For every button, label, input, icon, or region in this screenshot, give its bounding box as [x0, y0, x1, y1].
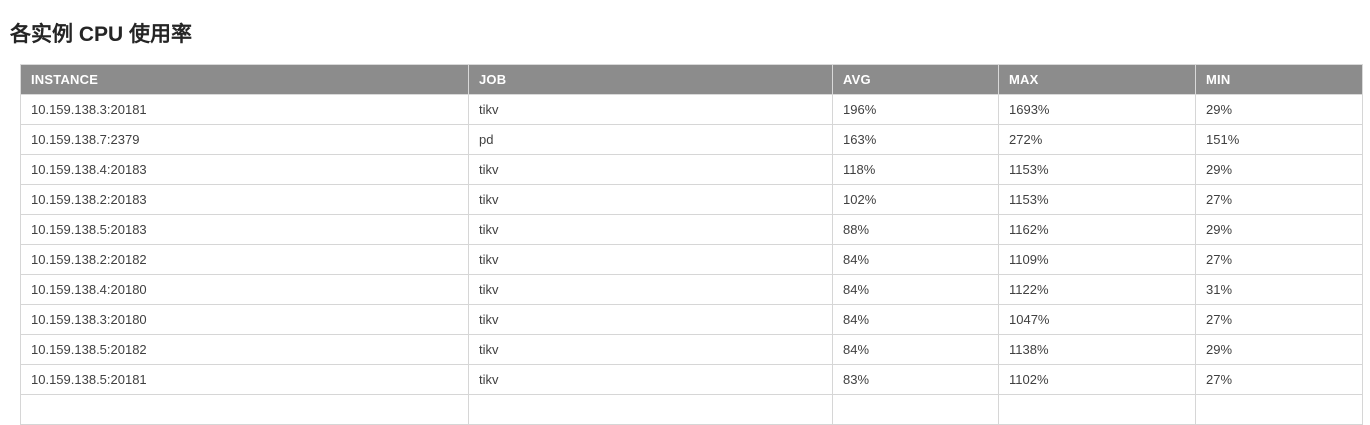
- cell-max: 1153%: [998, 184, 1196, 215]
- cell-avg: 196%: [832, 94, 999, 125]
- cell-instance: 10.159.138.5:20183: [20, 214, 469, 245]
- cell-max: 1162%: [998, 214, 1196, 245]
- cell-instance: 10.159.138.5:20182: [20, 334, 469, 365]
- cell-min: 27%: [1195, 304, 1363, 335]
- cell-min: 29%: [1195, 154, 1363, 185]
- table-header: INSTANCE JOB AVG MAX MIN: [20, 64, 1363, 95]
- table-body: 10.159.138.3:20181 tikv 196% 1693% 29% 10.159…: [20, 94, 1363, 425]
- cell-job: tikv: [468, 244, 833, 275]
- cell-avg: 88%: [832, 214, 999, 245]
- table-row: 10.159.138.3:20181 tikv 196% 1693% 29%: [20, 94, 1363, 125]
- cell-instance: 10.159.138.3:20181: [20, 94, 469, 125]
- cell-job: tikv: [468, 214, 833, 245]
- cell-min: 29%: [1195, 214, 1363, 245]
- cell-instance: 10.159.138.4:20180: [20, 274, 469, 305]
- table-row: 10.159.138.4:20180 tikv 84% 1122% 31%: [20, 274, 1363, 305]
- cell-job: tikv: [468, 304, 833, 335]
- cell-empty: [1195, 394, 1363, 425]
- cell-max: 1102%: [998, 364, 1196, 395]
- cell-job: tikv: [468, 184, 833, 215]
- table-row: 10.159.138.2:20182 tikv 84% 1109% 27%: [20, 244, 1363, 275]
- cell-avg: 83%: [832, 364, 999, 395]
- cell-max: 1153%: [998, 154, 1196, 185]
- cell-empty: [998, 394, 1196, 425]
- column-header-min: MIN: [1195, 64, 1363, 95]
- table-row: 10.159.138.3:20180 tikv 84% 1047% 27%: [20, 304, 1363, 335]
- table-row-clipped: [20, 394, 1363, 425]
- cell-min: 151%: [1195, 124, 1363, 155]
- header-row: INSTANCE JOB AVG MAX MIN: [20, 64, 1363, 95]
- cell-min: 27%: [1195, 364, 1363, 395]
- cell-avg: 84%: [832, 304, 999, 335]
- cell-max: 1693%: [998, 94, 1196, 125]
- column-header-max: MAX: [998, 64, 1196, 95]
- cell-max: 1109%: [998, 244, 1196, 275]
- cell-min: 29%: [1195, 94, 1363, 125]
- cell-min: 31%: [1195, 274, 1363, 305]
- cell-job: pd: [468, 124, 833, 155]
- table-row: 10.159.138.4:20183 tikv 118% 1153% 29%: [20, 154, 1363, 185]
- cell-instance: 10.159.138.3:20180: [20, 304, 469, 335]
- cell-job: tikv: [468, 334, 833, 365]
- table-row: 10.159.138.5:20183 tikv 88% 1162% 29%: [20, 214, 1363, 245]
- report-page: { "page": { "title": "各实例 CPU 使用率" }, "c…: [10, 23, 1363, 425]
- cell-avg: 102%: [832, 184, 999, 215]
- table-row: 10.159.138.5:20181 tikv 83% 1102% 27%: [20, 364, 1363, 395]
- cell-instance: 10.159.138.5:20181: [20, 364, 469, 395]
- cell-empty: [20, 394, 469, 425]
- cell-job: tikv: [468, 154, 833, 185]
- cpu-usage-table: INSTANCE JOB AVG MAX MIN 10.159.138.3:20…: [20, 64, 1363, 425]
- cell-empty: [832, 394, 999, 425]
- cell-avg: 84%: [832, 274, 999, 305]
- cell-job: tikv: [468, 94, 833, 125]
- cell-instance: 10.159.138.2:20183: [20, 184, 469, 215]
- cell-min: 29%: [1195, 334, 1363, 365]
- page-title: 各实例 CPU 使用率: [10, 23, 193, 46]
- cell-min: 27%: [1195, 184, 1363, 215]
- cell-max: 1047%: [998, 304, 1196, 335]
- cell-max: 272%: [998, 124, 1196, 155]
- cell-max: 1122%: [998, 274, 1196, 305]
- cell-avg: 163%: [832, 124, 999, 155]
- cell-max: 1138%: [998, 334, 1196, 365]
- table-row: 10.159.138.5:20182 tikv 84% 1138% 29%: [20, 334, 1363, 365]
- cell-avg: 118%: [832, 154, 999, 185]
- cell-empty: [468, 394, 833, 425]
- cell-instance: 10.159.138.2:20182: [20, 244, 469, 275]
- column-header-avg: AVG: [832, 64, 999, 95]
- column-header-instance: INSTANCE: [20, 64, 469, 95]
- cell-job: tikv: [468, 364, 833, 395]
- table-row: 10.159.138.2:20183 tikv 102% 1153% 27%: [20, 184, 1363, 215]
- column-header-job: JOB: [468, 64, 833, 95]
- cell-min: 27%: [1195, 244, 1363, 275]
- cell-job: tikv: [468, 274, 833, 305]
- cell-avg: 84%: [832, 334, 999, 365]
- table-row: 10.159.138.7:2379 pd 163% 272% 151%: [20, 124, 1363, 155]
- cell-avg: 84%: [832, 244, 999, 275]
- cell-instance: 10.159.138.4:20183: [20, 154, 469, 185]
- cell-instance: 10.159.138.7:2379: [20, 124, 469, 155]
